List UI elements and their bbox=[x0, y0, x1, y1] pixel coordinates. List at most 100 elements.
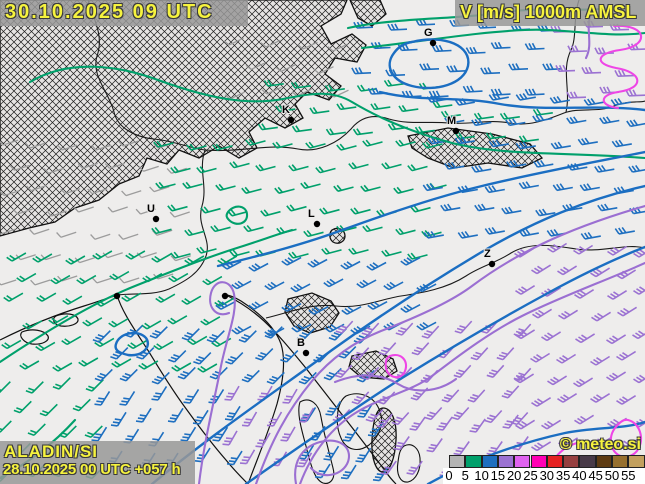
wind-barb bbox=[309, 106, 330, 115]
coastline bbox=[225, 294, 397, 484]
wind-barb bbox=[626, 119, 645, 128]
isotach-20 bbox=[599, 24, 643, 110]
wind-barb bbox=[580, 231, 601, 240]
wind-barb bbox=[91, 426, 108, 442]
wind-barb bbox=[229, 249, 250, 257]
wind-barb bbox=[239, 449, 256, 465]
coastline bbox=[52, 313, 79, 327]
wind-barb bbox=[119, 277, 140, 284]
wind-barb bbox=[562, 203, 583, 212]
wind-barb bbox=[323, 278, 344, 288]
wind-barb bbox=[454, 320, 473, 334]
wind-barb bbox=[208, 388, 225, 404]
wind-barb bbox=[393, 186, 414, 194]
wind-barb bbox=[549, 96, 570, 104]
wind-barb bbox=[0, 228, 16, 235]
wind-barb bbox=[127, 339, 148, 350]
wind-barb bbox=[361, 322, 380, 336]
wind-barb bbox=[486, 364, 505, 378]
wind-barb bbox=[547, 375, 568, 386]
wind-barb bbox=[421, 325, 440, 339]
wind-barb bbox=[231, 280, 252, 290]
wind-barb bbox=[348, 247, 369, 255]
city-dot bbox=[488, 260, 496, 268]
wind-barb bbox=[238, 330, 257, 343]
wind-barb bbox=[501, 385, 520, 399]
legend-swatch bbox=[563, 455, 580, 468]
wind-barb bbox=[290, 81, 311, 89]
isotach-15 bbox=[197, 281, 236, 484]
wind-barb bbox=[633, 286, 645, 295]
wind-barb bbox=[298, 371, 317, 385]
wind-barb bbox=[104, 162, 125, 169]
wind-barb bbox=[351, 347, 370, 361]
wind-barb bbox=[288, 164, 309, 172]
wind-barb bbox=[183, 388, 200, 404]
wind-barb bbox=[400, 303, 421, 313]
legend-swatch bbox=[579, 455, 596, 468]
legend-tick-label: 40 bbox=[572, 468, 587, 483]
wind-barb bbox=[300, 181, 321, 189]
wind-barb bbox=[470, 347, 489, 361]
wind-barb bbox=[367, 87, 388, 95]
wind-barb bbox=[167, 315, 188, 325]
wind-barb bbox=[168, 272, 189, 283]
wind-barb bbox=[496, 347, 515, 361]
wind-barb bbox=[29, 228, 50, 235]
wind-barb bbox=[387, 23, 408, 31]
legend-swatch bbox=[449, 455, 466, 468]
legend-tick-label: 20 bbox=[506, 468, 522, 483]
city-dot bbox=[302, 349, 310, 357]
wind-barb bbox=[355, 447, 372, 463]
wind-barb bbox=[264, 326, 283, 339]
wind-barb bbox=[360, 184, 381, 192]
wind-barb bbox=[149, 186, 170, 193]
variable-title-label: V [m/s] 1000m AMSL bbox=[460, 2, 637, 22]
city-label: G bbox=[424, 27, 433, 39]
wind-barb bbox=[275, 64, 296, 73]
wind-barb bbox=[531, 397, 552, 407]
wind-barb bbox=[502, 414, 519, 429]
wind-barb bbox=[108, 318, 129, 328]
wind-barb bbox=[336, 143, 357, 151]
wind-barb bbox=[281, 256, 302, 266]
legend-tick-label: 55 bbox=[621, 468, 636, 483]
wind-barb bbox=[155, 293, 176, 303]
wind-barb bbox=[151, 253, 172, 263]
wind-barb bbox=[488, 93, 509, 101]
isotach-10 bbox=[388, 38, 470, 90]
wind-barb bbox=[136, 252, 157, 259]
wind-barb bbox=[155, 181, 176, 189]
legend-tick-label: 10 bbox=[474, 468, 489, 483]
wind-barb bbox=[410, 205, 431, 213]
wind-barb bbox=[192, 409, 209, 425]
wind-barb bbox=[298, 444, 315, 460]
city-label: L bbox=[308, 208, 315, 220]
wind-barb bbox=[594, 164, 615, 173]
wind-barb bbox=[518, 181, 539, 190]
wind-barb bbox=[365, 408, 384, 423]
wind-barb bbox=[214, 297, 235, 307]
wind-barb bbox=[305, 141, 326, 149]
wind-barb bbox=[350, 325, 371, 335]
wind-barb bbox=[303, 229, 324, 238]
wind-barb bbox=[245, 138, 266, 146]
wind-barb bbox=[607, 290, 628, 300]
wind-barb bbox=[111, 358, 132, 368]
wind-barb bbox=[215, 300, 236, 310]
wind-barb bbox=[515, 285, 536, 295]
country-border bbox=[87, 0, 206, 151]
wind-barb bbox=[215, 183, 236, 191]
isotach-20 bbox=[609, 418, 643, 458]
wind-barb bbox=[274, 186, 295, 194]
wind-barb bbox=[557, 393, 578, 403]
wind-barb bbox=[550, 141, 571, 150]
wind-barb bbox=[617, 439, 638, 450]
wind-barb bbox=[149, 326, 168, 339]
isotach-10 bbox=[216, 150, 645, 268]
wind-barb bbox=[462, 85, 483, 93]
wind-barb bbox=[206, 330, 225, 343]
wind-barb bbox=[153, 340, 174, 351]
wind-barb bbox=[486, 441, 503, 456]
